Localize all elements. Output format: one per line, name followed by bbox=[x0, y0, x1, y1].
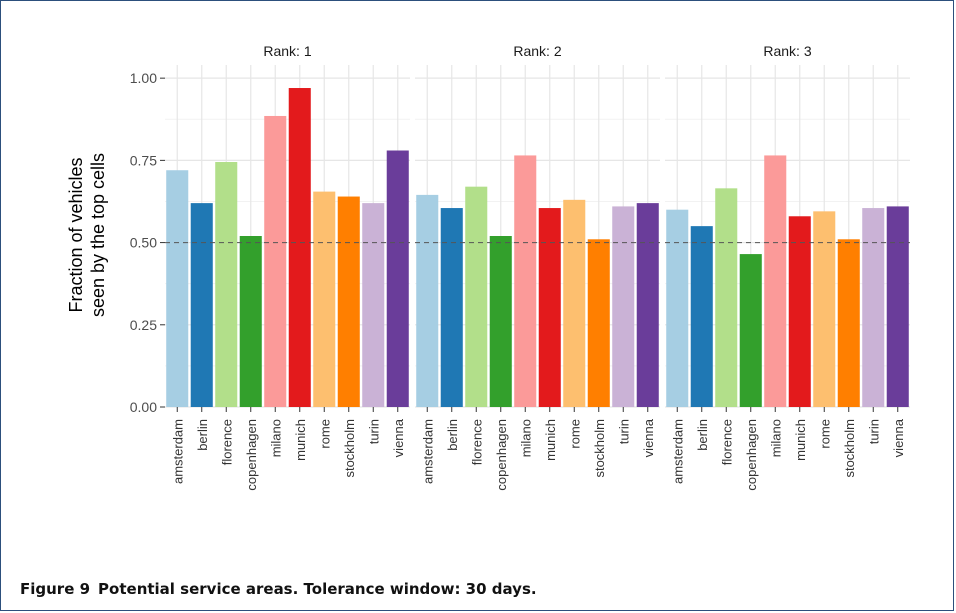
panel-rank-3: Rank: 3 amsterdam berlin florence copenhagen… bbox=[665, 43, 910, 491]
bar-florence bbox=[715, 188, 738, 407]
x-tick-label: berlin bbox=[445, 419, 460, 451]
bar-munich bbox=[538, 208, 561, 407]
x-tick-label: stockholm bbox=[842, 419, 857, 478]
bar-copenhagen bbox=[739, 254, 762, 407]
x-tick-label: vienna bbox=[391, 418, 406, 457]
y-axis-label-line1: Fraction of vehicles bbox=[66, 157, 86, 312]
x-tick-label: milano bbox=[768, 419, 783, 457]
bar-rome bbox=[313, 191, 336, 407]
x-tick-label: rome bbox=[317, 419, 332, 449]
x-tick-label: amsterdam bbox=[670, 419, 685, 484]
x-tick-label: vienna bbox=[641, 418, 656, 457]
panel-title: Rank: 2 bbox=[513, 43, 561, 59]
x-tick-label: amsterdam bbox=[170, 419, 185, 484]
bar-berlin bbox=[440, 208, 463, 407]
bar-munich bbox=[288, 88, 311, 408]
x-tick-label: berlin bbox=[695, 419, 710, 451]
y-tick-label: 1.00 bbox=[130, 70, 157, 86]
x-tick-label: milano bbox=[518, 419, 533, 457]
figure-caption-text: Potential service areas. Tolerance windo… bbox=[98, 580, 537, 598]
bar-stockholm bbox=[587, 239, 610, 407]
bar-vienna bbox=[386, 150, 409, 407]
x-tick-label: turin bbox=[616, 419, 631, 444]
x-tick-label: munich bbox=[543, 419, 558, 461]
bar-turin bbox=[362, 203, 385, 407]
panel-title: Rank: 1 bbox=[263, 43, 311, 59]
bar-vienna bbox=[886, 206, 909, 407]
y-tick-label: 0.75 bbox=[130, 152, 157, 168]
bar-rome bbox=[563, 199, 586, 407]
bar-florence bbox=[215, 162, 238, 407]
panel-title: Rank: 3 bbox=[763, 43, 811, 59]
panel-rank-2: Rank: 2 amsterdam berlin florence copenhagen… bbox=[415, 43, 660, 491]
x-tick-label: florence bbox=[219, 419, 234, 465]
bar-amsterdam bbox=[416, 194, 439, 407]
y-tick-label: 0.50 bbox=[130, 235, 157, 251]
bar-rome bbox=[813, 211, 836, 407]
bar-florence bbox=[465, 186, 488, 407]
x-tick-label: amsterdam bbox=[420, 419, 435, 484]
panel-rank-1: Rank: 1 amsterdam berlin florence copenhagen… bbox=[165, 43, 410, 491]
x-tick-label: turin bbox=[866, 419, 881, 444]
x-tick-label: stockholm bbox=[592, 419, 607, 478]
bar-copenhagen bbox=[239, 236, 262, 407]
bar-milano bbox=[514, 155, 537, 407]
y-tick-label: 0.25 bbox=[130, 317, 157, 333]
x-tick-label: berlin bbox=[195, 419, 210, 451]
bar-stockholm bbox=[837, 239, 860, 407]
bar-milano bbox=[264, 115, 287, 407]
y-axis-label-line2: seen by the top cells bbox=[88, 153, 108, 317]
bar-amsterdam bbox=[666, 209, 689, 407]
x-tick-label: milano bbox=[268, 419, 283, 457]
x-tick-label: copenhagen bbox=[744, 419, 759, 491]
x-tick-label: munich bbox=[293, 419, 308, 461]
y-tick-label: 0.00 bbox=[130, 399, 157, 415]
bar-berlin bbox=[190, 203, 213, 407]
x-tick-label: stockholm bbox=[342, 419, 357, 478]
x-tick-label: turin bbox=[366, 419, 381, 444]
x-tick-label: copenhagen bbox=[494, 419, 509, 491]
x-tick-label: florence bbox=[719, 419, 734, 465]
bar-berlin bbox=[690, 226, 713, 407]
bar-munich bbox=[788, 216, 811, 407]
bar-milano bbox=[764, 155, 787, 407]
bar-stockholm bbox=[337, 196, 360, 407]
bar-turin bbox=[862, 208, 885, 407]
bar-turin bbox=[612, 206, 635, 407]
figure-caption: Figure 9 Potential service areas. Toleran… bbox=[20, 580, 537, 598]
bar-copenhagen bbox=[489, 236, 512, 407]
x-tick-label: florence bbox=[469, 419, 484, 465]
x-tick-label: vienna bbox=[891, 418, 906, 457]
x-tick-label: munich bbox=[793, 419, 808, 461]
x-tick-label: rome bbox=[817, 419, 832, 449]
bar-vienna bbox=[636, 203, 659, 407]
bar-amsterdam bbox=[166, 170, 189, 407]
figure-caption-label: Figure 9 bbox=[20, 580, 91, 598]
x-tick-label: copenhagen bbox=[244, 419, 259, 491]
x-tick-label: rome bbox=[567, 419, 582, 449]
